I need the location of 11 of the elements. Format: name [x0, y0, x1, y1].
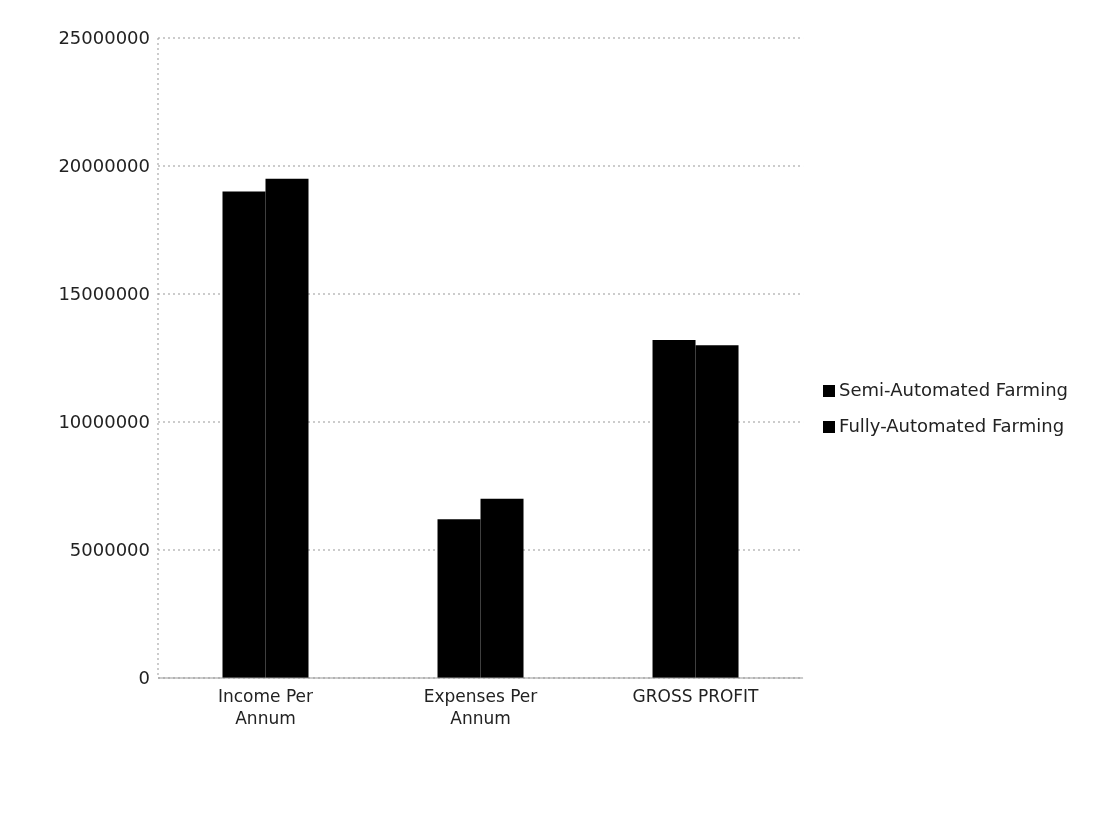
x-tick-label: Expenses Per Annum [423, 686, 538, 728]
y-tick-label: 0 [138, 667, 150, 689]
y-tick-label: 10000000 [58, 411, 150, 433]
y-tick-label: 5000000 [69, 539, 150, 561]
y-tick-label: 15000000 [58, 283, 150, 305]
legend-label: Semi-Automated Farming [839, 379, 1068, 400]
x-tick-label: Income Per Annum [217, 686, 314, 728]
y-tick-label: 20000000 [58, 155, 150, 177]
x-tick-label: GROSS PROFIT [632, 686, 760, 706]
legend-label: Fully-Automated Farming [839, 415, 1065, 436]
y-tick-label: 25000000 [58, 27, 150, 49]
